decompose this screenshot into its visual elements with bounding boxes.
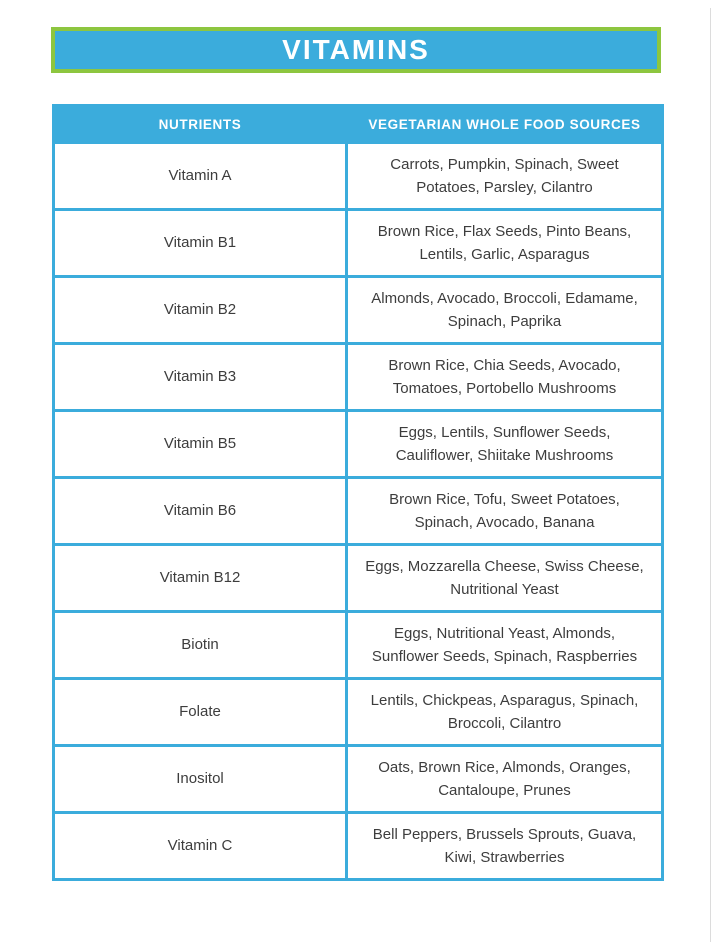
sources-cell: Brown Rice, Chia Seeds, Avocado, Tomatoe… <box>345 342 664 412</box>
table-row: Vitamin A Carrots, Pumpkin, Spinach, Swe… <box>52 141 664 211</box>
nutrient-cell: Folate <box>52 677 348 747</box>
sources-cell: Lentils, Chickpeas, Asparagus, Spinach, … <box>345 677 664 747</box>
column-header-sources: VEGETARIAN WHOLE FOOD SOURCES <box>345 104 664 144</box>
table-row: Biotin Eggs, Nutritional Yeast, Almonds,… <box>52 610 664 680</box>
nutrient-cell: Biotin <box>52 610 348 680</box>
table-row: Inositol Oats, Brown Rice, Almonds, Oran… <box>52 744 664 814</box>
table-row: Vitamin B3 Brown Rice, Chia Seeds, Avoca… <box>52 342 664 412</box>
nutrient-cell: Vitamin C <box>52 811 348 881</box>
table-row: Vitamin B6 Brown Rice, Tofu, Sweet Potat… <box>52 476 664 546</box>
table-row: Vitamin B12 Eggs, Mozzarella Cheese, Swi… <box>52 543 664 613</box>
sources-cell: Oats, Brown Rice, Almonds, Oranges, Cant… <box>345 744 664 814</box>
sources-cell: Almonds, Avocado, Broccoli, Edamame, Spi… <box>345 275 664 345</box>
column-header-nutrients: NUTRIENTS <box>52 104 348 144</box>
nutrient-cell: Vitamin B6 <box>52 476 348 546</box>
table-row: Folate Lentils, Chickpeas, Asparagus, Sp… <box>52 677 664 747</box>
sources-cell: Eggs, Mozzarella Cheese, Swiss Cheese, N… <box>345 543 664 613</box>
table-row: Vitamin B5 Eggs, Lentils, Sunflower Seed… <box>52 409 664 479</box>
nutrient-cell: Vitamin A <box>52 141 348 211</box>
table-row: Vitamin C Bell Peppers, Brussels Sprouts… <box>52 811 664 881</box>
sources-cell: Bell Peppers, Brussels Sprouts, Guava, K… <box>345 811 664 881</box>
nutrient-cell: Inositol <box>52 744 348 814</box>
nutrient-cell: Vitamin B3 <box>52 342 348 412</box>
page-title: VITAMINS <box>282 34 430 65</box>
nutrient-cell: Vitamin B1 <box>52 208 348 278</box>
sources-cell: Brown Rice, Flax Seeds, Pinto Beans, Len… <box>345 208 664 278</box>
title-banner: VITAMINS <box>51 27 661 73</box>
vitamins-table: NUTRIENTS VEGETARIAN WHOLE FOOD SOURCES … <box>52 104 664 881</box>
table-row: Vitamin B1 Brown Rice, Flax Seeds, Pinto… <box>52 208 664 278</box>
sources-cell: Carrots, Pumpkin, Spinach, Sweet Potatoe… <box>345 141 664 211</box>
sources-cell: Eggs, Nutritional Yeast, Almonds, Sunflo… <box>345 610 664 680</box>
header-row: NUTRIENTS VEGETARIAN WHOLE FOOD SOURCES <box>52 104 664 144</box>
page-edge-line <box>710 8 711 942</box>
nutrient-cell: Vitamin B2 <box>52 275 348 345</box>
nutrient-cell: Vitamin B5 <box>52 409 348 479</box>
sources-cell: Eggs, Lentils, Sunflower Seeds, Cauliflo… <box>345 409 664 479</box>
sources-cell: Brown Rice, Tofu, Sweet Potatoes, Spinac… <box>345 476 664 546</box>
nutrient-cell: Vitamin B12 <box>52 543 348 613</box>
table-row: Vitamin B2 Almonds, Avocado, Broccoli, E… <box>52 275 664 345</box>
